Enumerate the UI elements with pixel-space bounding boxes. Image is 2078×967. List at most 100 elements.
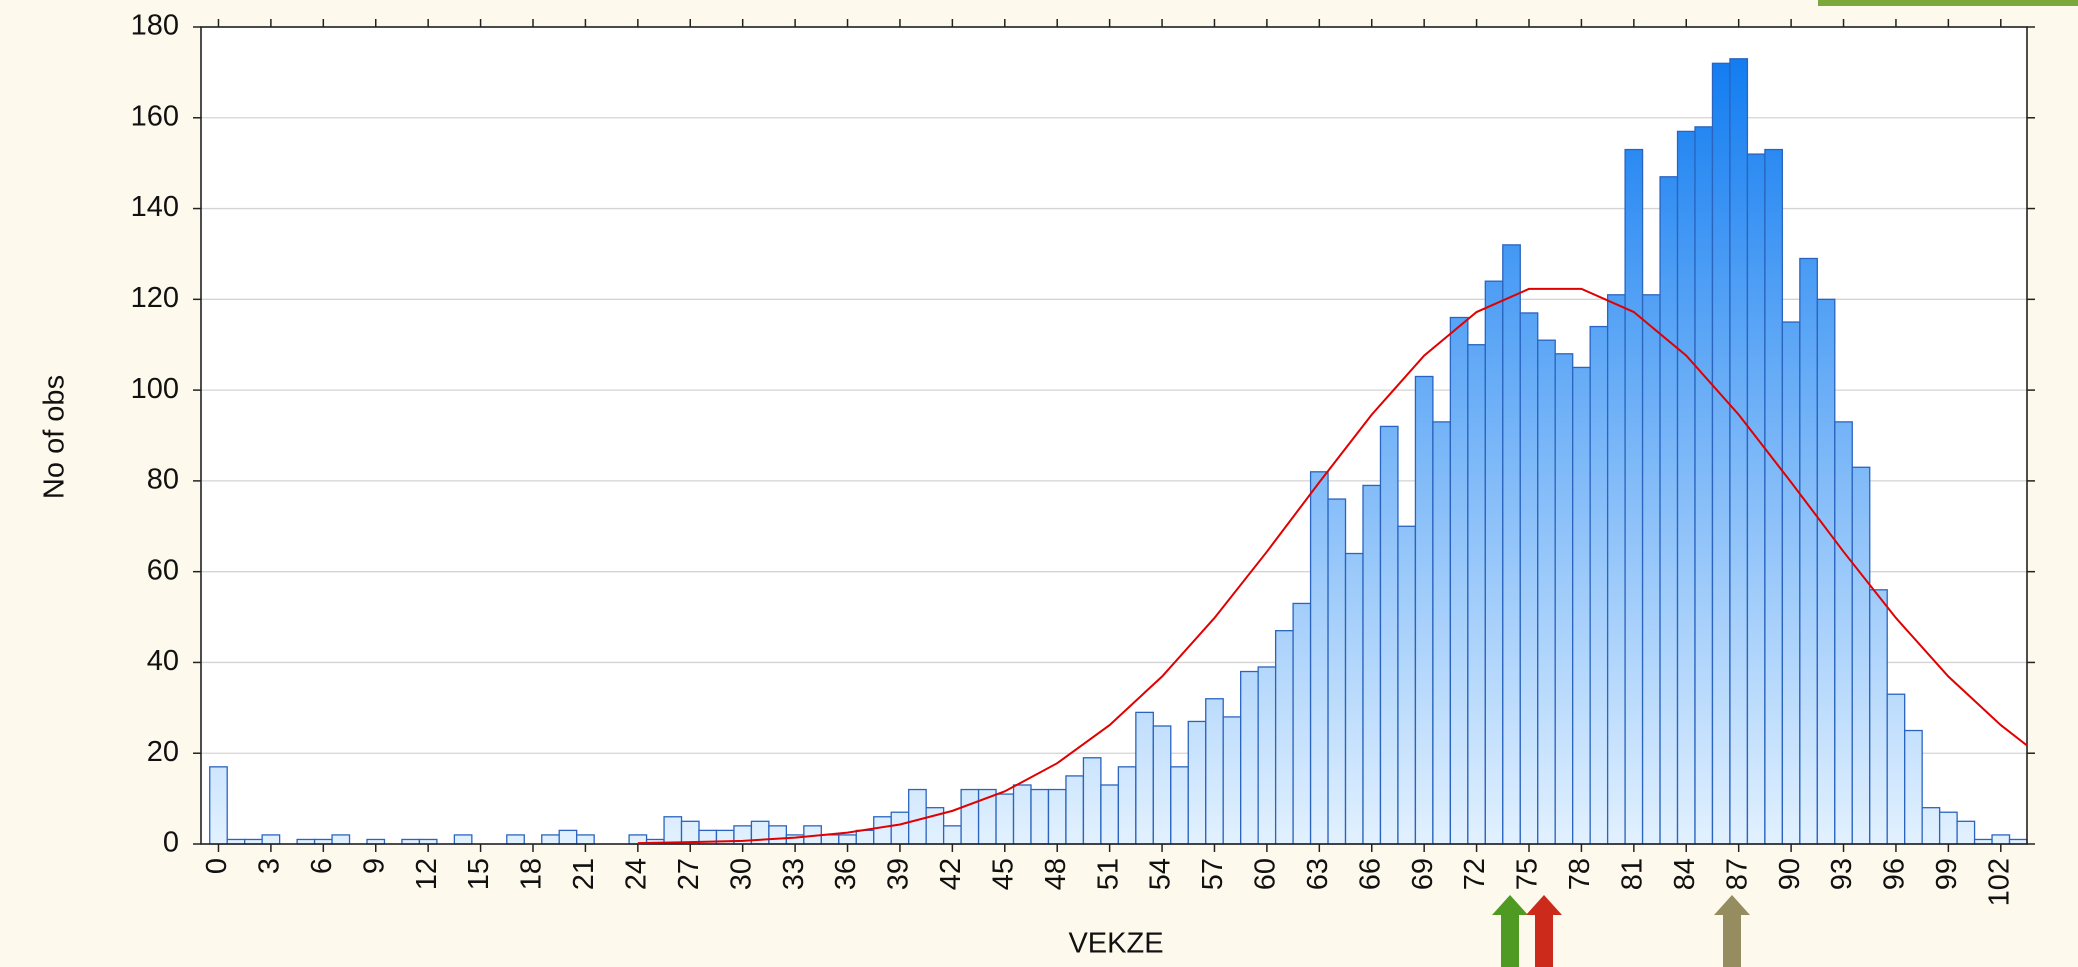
- x-tick-label: 78: [1564, 858, 1596, 890]
- bar: [1205, 698, 1224, 845]
- bar: [1729, 58, 1749, 845]
- x-tick-label: 33: [778, 858, 810, 890]
- bar: [1309, 471, 1329, 845]
- bar: [1222, 716, 1242, 845]
- bar: [1117, 766, 1137, 845]
- x-tick-label: 36: [830, 858, 862, 890]
- y-tick-label: 120: [131, 282, 179, 314]
- bar: [1274, 630, 1294, 845]
- bar: [261, 834, 281, 845]
- bar: [1816, 298, 1836, 845]
- x-tick-label: 90: [1774, 858, 1806, 890]
- bar: [1100, 784, 1120, 845]
- bar: [1240, 670, 1259, 845]
- bar: [890, 811, 910, 845]
- bar: [1484, 280, 1504, 845]
- bar: [1065, 775, 1085, 845]
- bar: [1956, 820, 1976, 845]
- bar: [1082, 757, 1102, 845]
- x-tick-label: 72: [1459, 858, 1491, 890]
- x-tick-label: 39: [883, 858, 915, 890]
- x-tick-label: 60: [1250, 858, 1282, 890]
- bar: [453, 834, 473, 845]
- bar: [1694, 126, 1714, 845]
- bar: [1047, 788, 1067, 845]
- bar: [1991, 834, 2011, 845]
- y-axis-label: No of obs: [39, 375, 71, 499]
- bar: [541, 834, 560, 845]
- fit-curve: [637, 287, 2028, 845]
- bar: [1764, 148, 1784, 845]
- x-tick-label: 57: [1197, 858, 1229, 890]
- x-tick-label: 87: [1721, 858, 1753, 890]
- bar: [855, 829, 875, 845]
- bar: [1869, 589, 1888, 845]
- bar: [1012, 784, 1032, 845]
- corner-decoration: [1818, 0, 2078, 6]
- x-tick-label: 51: [1092, 858, 1124, 890]
- bar: [942, 825, 962, 845]
- bar: [1449, 316, 1469, 845]
- bar: [838, 834, 857, 845]
- y-tick-label: 100: [131, 373, 179, 405]
- y-tick-label: 140: [131, 191, 179, 223]
- bar: [1834, 421, 1853, 845]
- x-tick-label: 63: [1302, 858, 1334, 890]
- bar: [1327, 498, 1347, 845]
- bar: [1711, 62, 1731, 845]
- x-tick-label: 45: [987, 858, 1019, 890]
- x-tick-label: 102: [1983, 858, 2015, 906]
- x-tick-label: 66: [1354, 858, 1386, 890]
- bar: [1467, 344, 1486, 845]
- bar: [1257, 666, 1277, 845]
- x-tick-label: 21: [568, 858, 600, 890]
- x-tick-label: 6: [306, 858, 338, 874]
- y-tick-label: 0: [163, 827, 179, 859]
- bar: [1921, 807, 1941, 845]
- x-axis-label: VEKZE: [1068, 928, 1163, 960]
- bar: [1379, 425, 1399, 845]
- ticks: [193, 19, 2035, 852]
- bar: [1851, 466, 1871, 845]
- x-tick-label: 93: [1826, 858, 1858, 890]
- bar: [1362, 484, 1382, 845]
- bar: [1030, 788, 1050, 845]
- bar: [1537, 339, 1556, 845]
- bar: [1519, 312, 1539, 845]
- bar: [1572, 366, 1591, 845]
- plot-frame: [200, 26, 2028, 845]
- x-tick-label: 54: [1145, 858, 1177, 890]
- bar: [1624, 148, 1644, 845]
- bar: [1606, 294, 1626, 845]
- bar: [1135, 711, 1154, 845]
- olive-arrow: [1714, 895, 1750, 967]
- bar: [1292, 602, 1312, 845]
- bar: [506, 834, 525, 845]
- bar: [768, 825, 788, 845]
- bar: [209, 766, 228, 845]
- bar: [1589, 325, 1609, 845]
- bar: [1554, 353, 1574, 845]
- x-tick-label: 30: [725, 858, 757, 890]
- bar: [1938, 811, 1958, 845]
- bar: [1904, 729, 1923, 845]
- bar: [1170, 766, 1189, 845]
- bar: [960, 788, 980, 845]
- bar: [1152, 725, 1172, 845]
- bar: [331, 834, 351, 845]
- x-tick-label: 18: [516, 858, 548, 890]
- x-tick-label: 24: [620, 858, 652, 890]
- bar: [908, 788, 927, 845]
- bar: [1659, 176, 1679, 845]
- bar: [1799, 257, 1818, 845]
- bar: [663, 816, 683, 845]
- bar: [1187, 720, 1207, 845]
- x-tick-label: 69: [1407, 858, 1439, 890]
- y-tick-label: 60: [147, 554, 179, 586]
- x-tick-label: 81: [1616, 858, 1648, 890]
- x-tick-label: 15: [463, 858, 495, 890]
- y-tick-label: 80: [147, 464, 179, 496]
- y-tick-label: 160: [131, 100, 179, 132]
- x-tick-label: 48: [1040, 858, 1072, 890]
- x-tick-label: 0: [201, 858, 233, 874]
